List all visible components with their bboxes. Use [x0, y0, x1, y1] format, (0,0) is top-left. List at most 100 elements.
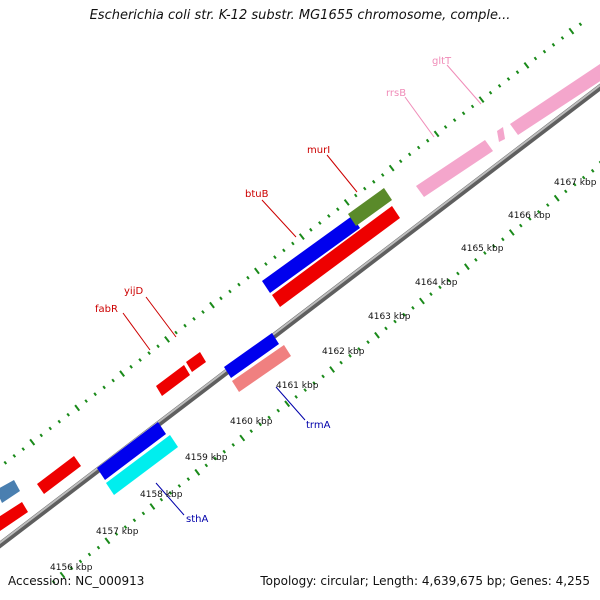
gene-feature[interactable] [37, 456, 81, 494]
gene-feature[interactable] [224, 333, 279, 378]
scale-tick [12, 453, 17, 458]
scale-tick [528, 216, 532, 221]
scale-tick [443, 125, 448, 129]
scale-tick [138, 358, 142, 362]
scale-tick [186, 477, 191, 481]
gene-feature[interactable] [416, 140, 493, 197]
scale-tick [461, 111, 466, 116]
scale-tick [249, 429, 253, 434]
scale-tick [533, 56, 538, 61]
scale-tick [374, 331, 380, 339]
scale-tick [523, 61, 530, 69]
scale-tick [456, 271, 460, 276]
outer-tick-track [3, 22, 583, 465]
scale-tick [353, 193, 358, 198]
scale-tick [156, 344, 160, 349]
scale-tick [258, 422, 262, 427]
scale-tick [39, 433, 43, 438]
gene-feature[interactable] [348, 188, 392, 226]
scale-tick [483, 251, 487, 255]
scale-tick [57, 419, 61, 424]
scale-tick [564, 189, 568, 194]
scale-tick [578, 22, 583, 27]
scale-tick [542, 49, 547, 54]
chromosome-backbone [0, 83, 600, 549]
scale-tick [581, 175, 586, 180]
scale-tick [209, 301, 215, 309]
gene-label-murI[interactable]: murI [307, 145, 330, 156]
scale-tick [398, 159, 403, 164]
scale-tick [159, 497, 164, 502]
scale-tick [267, 415, 271, 420]
scale-tick [282, 248, 286, 253]
scale-tick [438, 285, 442, 290]
scale-tick [572, 182, 577, 187]
scale-tick [141, 511, 146, 516]
scale-tick [470, 104, 475, 109]
gene-feature[interactable] [106, 435, 178, 495]
scale-tick [407, 152, 412, 157]
scale-tick [213, 456, 218, 461]
scale-tick [303, 388, 307, 392]
gene-feature[interactable] [510, 64, 600, 135]
scale-tick [433, 130, 440, 138]
scale-tick [298, 233, 305, 241]
gene-feature[interactable] [0, 502, 28, 531]
scale-tick [429, 292, 433, 297]
scale-tick [339, 360, 343, 365]
scale-tick [87, 552, 92, 557]
scale-tick [147, 351, 151, 356]
genome-stats: Topology: circular; Length: 4,639,675 bp… [260, 574, 590, 588]
scale-tick [168, 490, 173, 495]
scale-tick [48, 426, 52, 431]
gene-feature[interactable] [497, 127, 505, 142]
gene-label-btuB[interactable]: btuB [245, 189, 269, 200]
scale-tick [74, 404, 81, 412]
scale-tick [553, 194, 560, 202]
gene-label-gltT[interactable]: gltT [432, 56, 452, 67]
gene-feature[interactable] [272, 206, 400, 307]
scale-tick [93, 392, 97, 397]
scale-tick [192, 316, 196, 321]
scale-tick [506, 77, 511, 81]
scale-tick [501, 237, 505, 242]
scale-tick [96, 545, 101, 550]
gene-label-trmA[interactable]: trmA [306, 420, 331, 431]
scale-tick [102, 385, 106, 390]
scale-tick [508, 229, 515, 236]
scale-tick [204, 463, 209, 468]
scale-tick [568, 27, 575, 35]
scale-tick [239, 434, 246, 442]
scale-tick [309, 227, 313, 232]
scale-tick [132, 518, 137, 523]
scale-tick [343, 198, 350, 206]
gene-feature[interactable] [232, 345, 291, 392]
gene-feature[interactable] [186, 352, 206, 372]
gene-label-yijD[interactable]: yijD [124, 286, 143, 297]
scale-tick [419, 297, 425, 305]
gene-feature[interactable] [262, 216, 360, 293]
scale-tick [66, 412, 70, 417]
scale-tick [515, 70, 520, 75]
scale-tick [329, 366, 336, 373]
tick-label: 4164 kbp [415, 278, 458, 288]
scale-tick [104, 537, 111, 545]
scale-tick [336, 207, 340, 212]
tick-label: 4163 kbp [368, 312, 411, 322]
scale-tick [222, 449, 227, 454]
gene-feature[interactable] [0, 480, 20, 503]
gene-feature[interactable] [156, 365, 190, 396]
gene-label-fabR[interactable]: fabR [95, 304, 118, 315]
scale-tick [29, 438, 36, 446]
scale-tick [519, 223, 523, 228]
tick-label: 4162 kbp [322, 347, 365, 357]
gene-label-sthA[interactable]: sthA [186, 514, 208, 525]
scale-tick [59, 571, 66, 579]
gene-label-rrsB[interactable]: rrsB [386, 88, 406, 99]
scale-tick [114, 532, 119, 536]
gene-feature[interactable] [97, 422, 166, 480]
scale-tick [463, 263, 470, 271]
scale-tick [560, 36, 565, 40]
scale-tick [357, 347, 361, 351]
